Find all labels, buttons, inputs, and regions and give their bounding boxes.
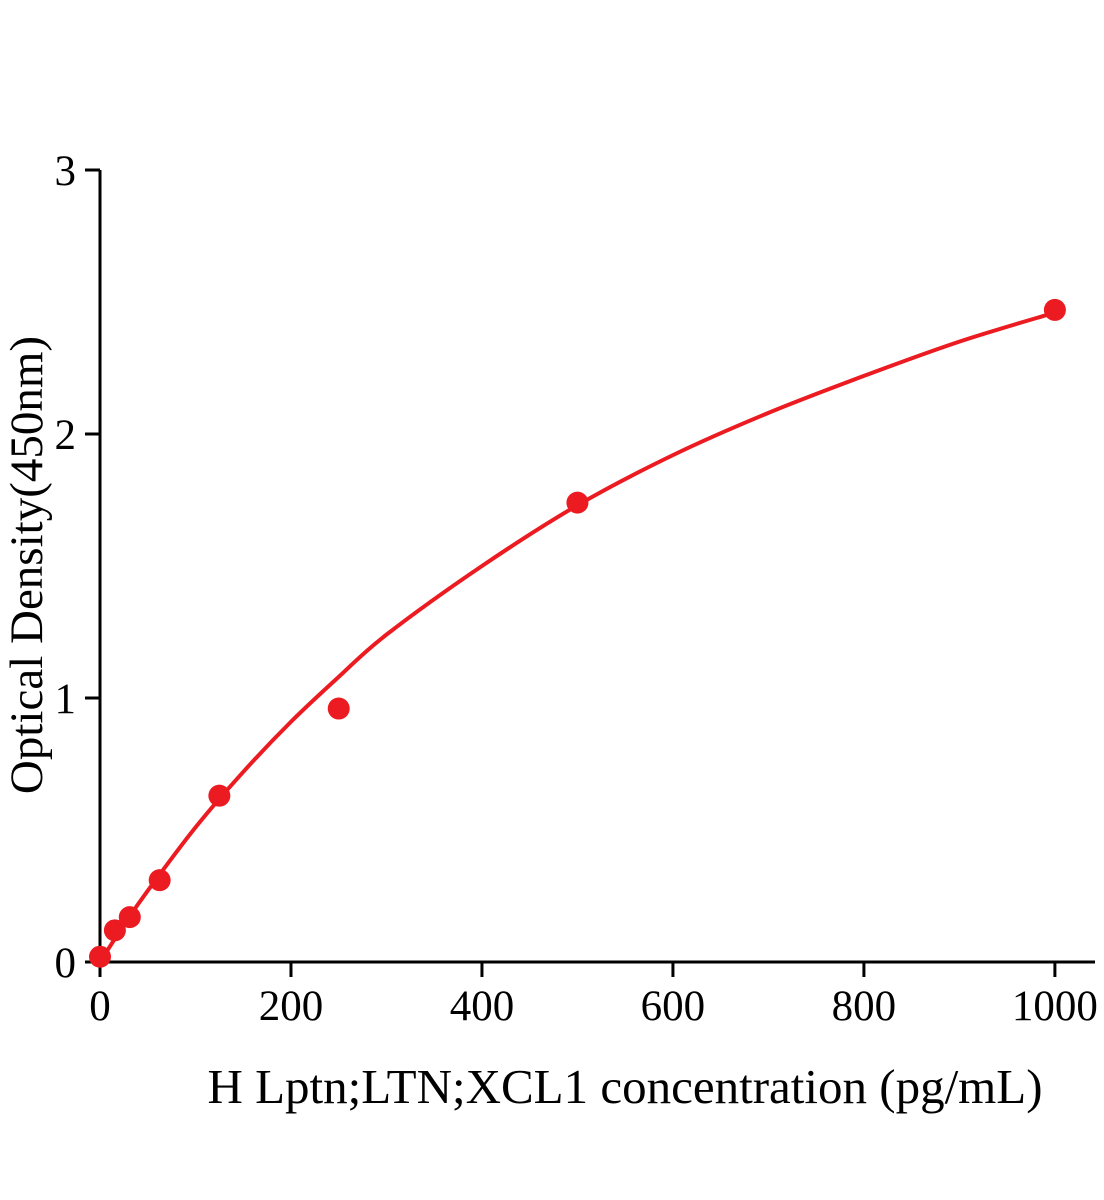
data-point (208, 784, 231, 807)
y-tick-label: 3 (55, 148, 77, 195)
x-tick-label: 200 (259, 983, 324, 1030)
x-tick-label: 800 (832, 983, 897, 1030)
x-tick-label: 400 (450, 983, 515, 1030)
fit-curve (98, 310, 1057, 964)
data-point (118, 906, 141, 929)
data-point (566, 491, 589, 514)
x-tick-label: 600 (641, 983, 706, 1030)
data-point (89, 945, 111, 968)
x-tick-label: 1000 (1012, 983, 1098, 1030)
y-tick-label: 1 (55, 676, 77, 723)
y-tick-label: 2 (55, 412, 77, 459)
plot-area: 0 200 400 600 800 1000 0 1 2 3 (55, 148, 1098, 1030)
data-point (148, 869, 171, 892)
data-point (327, 697, 350, 720)
data-point (1043, 298, 1066, 321)
x-tick-label: 0 (89, 983, 111, 1030)
data-point (103, 919, 126, 942)
x-axis-label: H Lptn;LTN;XCL1 concentration (pg/mL) (207, 1059, 1042, 1114)
y-tick-label: 0 (55, 940, 77, 987)
y-axis-label: Optical Density(450nm) (1, 336, 53, 794)
